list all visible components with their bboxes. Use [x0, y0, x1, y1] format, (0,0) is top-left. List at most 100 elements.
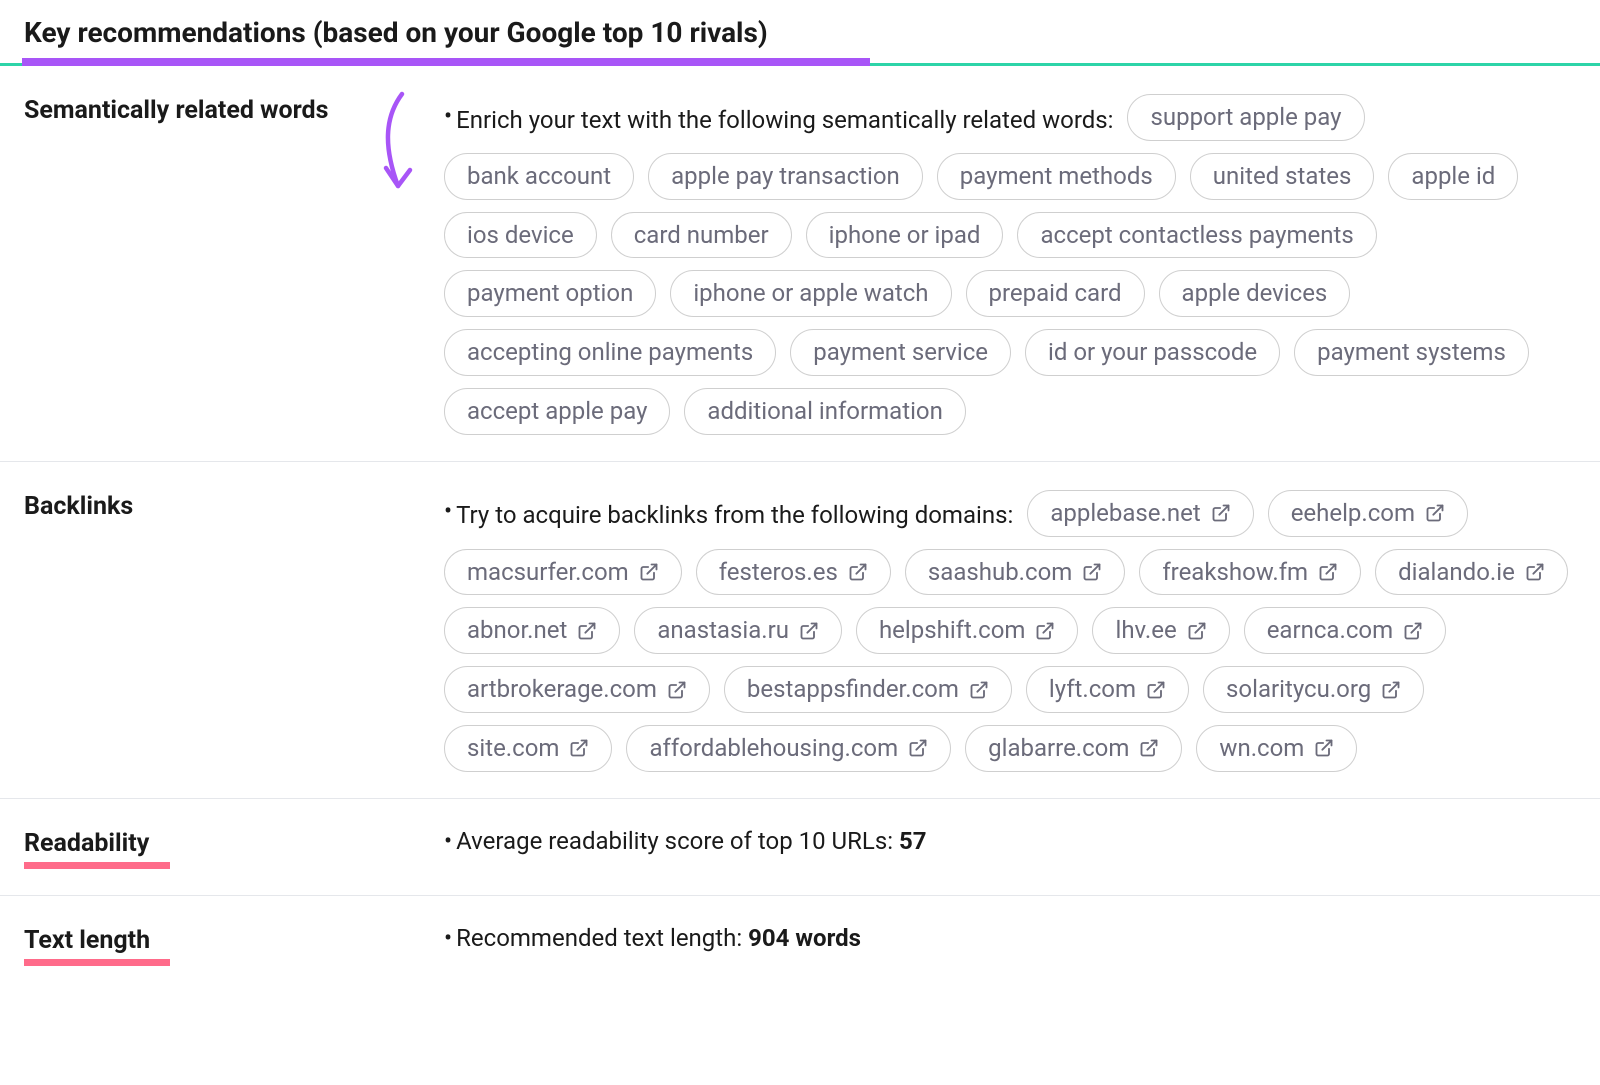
semantic-word-pill[interactable]: united states [1190, 153, 1375, 200]
backlink-domain-pill[interactable]: saashub.com [905, 549, 1125, 596]
semantic-intro-wrapper: •Enrich your text with the following sem… [444, 102, 1113, 134]
backlink-domain-pill[interactable]: lyft.com [1026, 666, 1189, 713]
backlink-domain-pill[interactable]: wn.com [1196, 725, 1357, 772]
backlink-domain-text: affordablehousing.com [649, 734, 898, 763]
semantic-word-pill[interactable]: payment methods [937, 153, 1176, 200]
readability-prefix: Average readability score of top 10 URLs… [456, 827, 899, 855]
backlink-domain-text: lyft.com [1049, 675, 1136, 704]
readability-label: Readability [24, 829, 149, 858]
title-highlight [22, 58, 870, 66]
backlink-domain-text: saashub.com [928, 558, 1072, 587]
backlink-domain-pill[interactable]: freakshow.fm [1139, 549, 1361, 596]
bullet-icon: • [444, 924, 452, 952]
section-label-col: Semantically related words [24, 92, 444, 435]
backlinks-content: •Try to acquire backlinks from the follo… [444, 488, 1576, 772]
semantic-word-pill[interactable]: accept contactless payments [1017, 212, 1376, 259]
header-row: Key recommendations (based on your Googl… [0, 0, 1600, 66]
external-link-icon [1187, 621, 1207, 641]
section-label-col: Text length [24, 922, 444, 966]
external-link-icon [969, 680, 989, 700]
textlength-highlight [24, 959, 170, 966]
backlink-domain-text: eehelp.com [1291, 499, 1415, 528]
backlink-domain-pill[interactable]: artbrokerage.com [444, 666, 710, 713]
semantic-word-pill[interactable]: iphone or ipad [806, 212, 1004, 259]
backlink-domain-pill[interactable]: affordablehousing.com [626, 725, 951, 772]
backlink-domain-pill[interactable]: helpshift.com [856, 607, 1079, 654]
recommendations-panel: Key recommendations (based on your Googl… [0, 0, 1600, 992]
semantic-word-pill[interactable]: payment service [790, 329, 1011, 376]
backlink-domain-pill[interactable]: lhv.ee [1092, 607, 1229, 654]
external-link-icon [577, 621, 597, 641]
backlink-domain-text: artbrokerage.com [467, 675, 657, 704]
external-link-icon [1146, 680, 1166, 700]
page-title: Key recommendations (based on your Googl… [24, 16, 768, 49]
backlink-domain-text: abnor.net [467, 616, 567, 645]
backlink-domain-pill[interactable]: festeros.es [696, 549, 891, 596]
external-link-icon [799, 621, 819, 641]
backlink-domain-pill[interactable]: anastasia.ru [634, 607, 842, 654]
semantic-word-pill[interactable]: bank account [444, 153, 634, 200]
backlink-domain-text: lhv.ee [1115, 616, 1176, 645]
backlink-domain-pill[interactable]: dialando.ie [1375, 549, 1568, 596]
backlinks-intro: Try to acquire backlinks from the follow… [456, 501, 1013, 529]
external-link-icon [667, 680, 687, 700]
semantic-word-pill[interactable]: apple pay transaction [648, 153, 923, 200]
backlink-domain-pill[interactable]: macsurfer.com [444, 549, 682, 596]
semantic-word-pill[interactable]: iphone or apple watch [670, 270, 951, 317]
backlink-domain-text: helpshift.com [879, 616, 1026, 645]
section-semantic: Semantically related words •Enrich your … [0, 66, 1600, 462]
semantic-word-pill[interactable]: apple id [1388, 153, 1518, 200]
backlink-domain-pill[interactable]: solaritycu.org [1203, 666, 1424, 713]
external-link-icon [1082, 562, 1102, 582]
backlink-domain-text: site.com [467, 734, 559, 763]
semantic-word-pill[interactable]: accepting online payments [444, 329, 776, 376]
semantic-word-pill[interactable]: payment option [444, 270, 656, 317]
backlink-domain-text: earnca.com [1267, 616, 1393, 645]
backlink-domain-text: macsurfer.com [467, 558, 629, 587]
semantic-word-pill[interactable]: payment systems [1294, 329, 1529, 376]
external-link-icon [569, 738, 589, 758]
external-link-icon [1425, 503, 1445, 523]
backlink-domain-text: anastasia.ru [657, 616, 789, 645]
semantic-label: Semantically related words [24, 96, 328, 125]
external-link-icon [1139, 738, 1159, 758]
external-link-icon [639, 562, 659, 582]
external-link-icon [1381, 680, 1401, 700]
semantic-word-pill[interactable]: card number [611, 212, 792, 259]
section-backlinks: Backlinks •Try to acquire backlinks from… [0, 462, 1600, 799]
external-link-icon [1403, 621, 1423, 641]
external-link-icon [1035, 621, 1055, 641]
backlink-domain-pill[interactable]: glabarre.com [965, 725, 1182, 772]
backlink-domain-text: solaritycu.org [1226, 675, 1371, 704]
external-link-icon [908, 738, 928, 758]
section-label-col: Backlinks [24, 488, 444, 772]
backlink-domain-pill[interactable]: abnor.net [444, 607, 620, 654]
semantic-intro: Enrich your text with the following sema… [456, 105, 1113, 133]
section-textlength: Text length •Recommended text length: 90… [0, 896, 1600, 992]
backlink-domain-pill[interactable]: applebase.net [1027, 490, 1253, 537]
textlength-value: 904 words [748, 924, 861, 952]
backlink-domain-text: dialando.ie [1398, 558, 1515, 587]
semantic-word-pill[interactable]: prepaid card [966, 270, 1145, 317]
external-link-icon [1211, 503, 1231, 523]
semantic-word-pill[interactable]: ios device [444, 212, 597, 259]
external-link-icon [1318, 562, 1338, 582]
backlink-domain-pill[interactable]: site.com [444, 725, 612, 772]
semantic-word-pill[interactable]: apple devices [1159, 270, 1351, 317]
readability-content: •Average readability score of top 10 URL… [444, 825, 1576, 869]
semantic-word-pill[interactable]: additional information [684, 388, 965, 435]
external-link-icon [848, 562, 868, 582]
backlink-domain-pill[interactable]: bestappsfinder.com [724, 666, 1012, 713]
external-link-icon [1525, 562, 1545, 582]
readability-line: •Average readability score of top 10 URL… [444, 827, 1576, 855]
backlink-domain-text: festeros.es [719, 558, 838, 587]
semantic-word-pill[interactable]: accept apple pay [444, 388, 670, 435]
backlink-domain-text: bestappsfinder.com [747, 675, 959, 704]
backlink-domain-pill[interactable]: eehelp.com [1268, 490, 1468, 537]
semantic-word-pill[interactable]: id or your passcode [1025, 329, 1280, 376]
section-label-col: Readability [24, 825, 444, 869]
readability-highlight [24, 862, 170, 869]
backlink-domain-pill[interactable]: earnca.com [1244, 607, 1446, 654]
readability-value: 57 [899, 827, 927, 855]
semantic-word-pill[interactable]: support apple pay [1127, 94, 1364, 141]
